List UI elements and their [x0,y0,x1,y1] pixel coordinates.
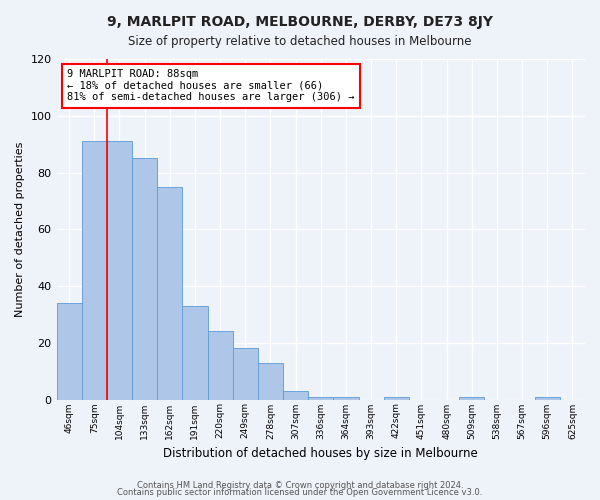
Text: 9, MARLPIT ROAD, MELBOURNE, DERBY, DE73 8JY: 9, MARLPIT ROAD, MELBOURNE, DERBY, DE73 … [107,15,493,29]
Bar [233,348,258,400]
Bar [334,396,359,400]
Bar [283,391,308,400]
Text: 9 MARLPIT ROAD: 88sqm
← 18% of detached houses are smaller (66)
81% of semi-deta: 9 MARLPIT ROAD: 88sqm ← 18% of detached … [67,69,355,102]
Bar [82,142,107,400]
Text: Contains public sector information licensed under the Open Government Licence v3: Contains public sector information licen… [118,488,482,497]
Bar [258,362,283,400]
Bar [459,396,484,400]
Text: Size of property relative to detached houses in Melbourne: Size of property relative to detached ho… [128,35,472,48]
Text: Contains HM Land Registry data © Crown copyright and database right 2024.: Contains HM Land Registry data © Crown c… [137,480,463,490]
X-axis label: Distribution of detached houses by size in Melbourne: Distribution of detached houses by size … [163,447,478,460]
Bar [107,142,132,400]
Bar [56,303,82,400]
Y-axis label: Number of detached properties: Number of detached properties [15,142,25,317]
Bar [383,396,409,400]
Bar [308,396,334,400]
Bar [535,396,560,400]
Bar [208,332,233,400]
Bar [157,186,182,400]
Bar [132,158,157,400]
Bar [182,306,208,400]
